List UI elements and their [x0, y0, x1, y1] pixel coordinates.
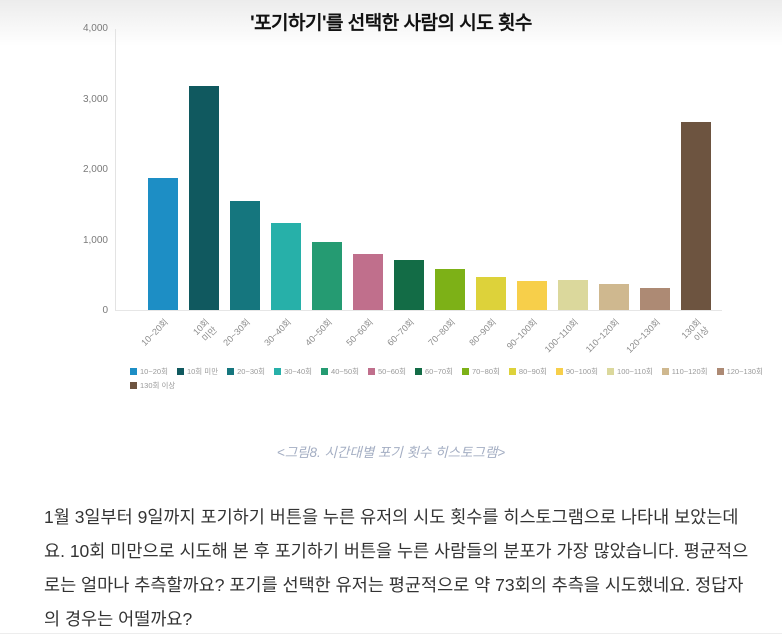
legend-item[interactable]: 20~30회	[227, 366, 265, 377]
legend-swatch	[716, 368, 724, 375]
histogram-bar[interactable]	[312, 242, 342, 310]
legend-label: 130회 이상	[140, 381, 176, 390]
histogram-bar[interactable]	[230, 201, 260, 310]
legend-swatch	[130, 368, 137, 375]
bottom-divider	[0, 633, 782, 634]
histogram-bar[interactable]	[271, 222, 301, 310]
legend-label: 70~80회	[471, 367, 500, 376]
legend-swatch	[555, 368, 563, 375]
legend-item[interactable]: 110~120회	[661, 366, 708, 377]
y-tick-label: 4,000	[82, 23, 108, 34]
histogram-bar[interactable]	[558, 280, 588, 310]
legend-item[interactable]: 10회 미만	[176, 366, 219, 377]
histogram-bar[interactable]	[353, 254, 383, 310]
legend-item[interactable]: 120~130회	[716, 366, 763, 377]
y-tick-label: 2,000	[82, 164, 108, 175]
legend-item[interactable]: 90~100회	[555, 366, 599, 377]
legend-item[interactable]: 80~90회	[508, 366, 547, 377]
histogram-bar[interactable]	[394, 260, 424, 310]
legend-swatch	[661, 368, 669, 375]
legend-item[interactable]: 30~40회	[274, 366, 312, 377]
legend-swatch	[274, 368, 282, 375]
chart-title: '포기하기'를 선택한 사람의 시도 횟수	[250, 13, 532, 34]
legend-row: 130회 이상	[130, 380, 750, 391]
legend-label: 110~120회	[671, 367, 708, 376]
legend-label: 10회 미만	[186, 367, 219, 376]
histogram-bar[interactable]	[517, 281, 547, 310]
legend-swatch	[461, 368, 469, 375]
legend-item[interactable]: 130회 이상	[130, 380, 175, 391]
legend-label: 60~70회	[424, 367, 453, 376]
histogram-bar[interactable]	[148, 178, 178, 310]
legend-label: 90~100회	[565, 367, 599, 376]
legend-label: 10~20회	[140, 367, 168, 376]
legend-label: 40~50회	[331, 367, 360, 376]
legend-label: 100~110회	[617, 367, 653, 376]
legend-label: 20~30회	[237, 367, 266, 376]
body-paragraph: 1월 3일부터 9일까지 포기하기 버튼을 누른 유저의 시도 횟수를 히스토그…	[44, 507, 749, 629]
legend-item[interactable]: 100~110회	[607, 366, 653, 377]
legend-label: 50~60회	[378, 367, 406, 376]
histogram-bar[interactable]	[640, 288, 670, 310]
histogram-bar[interactable]	[476, 276, 506, 310]
y-tick-label: 3,000	[82, 93, 108, 105]
legend-item[interactable]: 70~80회	[461, 366, 500, 377]
legend-swatch	[321, 368, 329, 375]
legend-swatch	[176, 368, 184, 375]
legend-row: 10~20회 10회 미만 20~30회 30~40회 40~50회 50~60회 60~7…	[130, 366, 763, 377]
histogram-bar[interactable]	[599, 283, 629, 310]
y-tick-label: 0	[102, 305, 108, 316]
legend-swatch	[414, 368, 422, 375]
histogram-chart: '포기하기'를 선택한 사람의 시도 횟수 0 1,000 2,000 3,000 4,…	[82, 13, 763, 394]
plot-area: 10~20회 10회 미만 20~30회 30~40회 40~50회 50~60회 60~7…	[115, 29, 722, 355]
legend-item[interactable]: 50~60회	[368, 366, 406, 377]
legend-swatch	[508, 368, 516, 375]
histogram-bar[interactable]	[681, 121, 711, 310]
y-tick-label: 1,000	[82, 234, 108, 246]
chart-legend: 10~20회 10회 미만 20~30회 30~40회 40~50회 50~60회 60~7…	[130, 366, 763, 394]
legend-swatch	[227, 368, 235, 375]
legend-item[interactable]: 40~50회	[321, 366, 359, 377]
legend-label: 30~40회	[284, 367, 313, 376]
histogram-bar[interactable]	[189, 85, 219, 310]
legend-swatch	[368, 368, 376, 375]
legend-item[interactable]: 60~70회	[414, 366, 453, 377]
legend-swatch	[130, 382, 137, 389]
figure-caption: <그림8. 시간대별 포기 횟수 히스토그램>	[276, 445, 506, 460]
legend-label: 120~130회	[726, 367, 763, 376]
histogram-bar[interactable]	[435, 268, 465, 310]
legend-swatch	[607, 368, 615, 375]
legend-item[interactable]: 10~20회	[130, 366, 168, 377]
legend-label: 80~90회	[518, 367, 547, 376]
